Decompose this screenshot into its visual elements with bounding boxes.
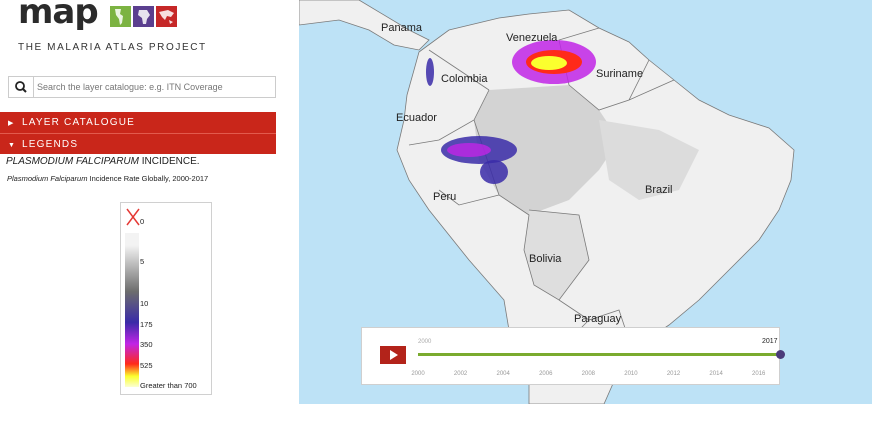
search-icon — [15, 81, 27, 93]
legend-tick-0: 0 — [140, 217, 145, 226]
legend-tick-5: 5 — [140, 257, 145, 266]
label-bolivia: Bolivia — [529, 253, 562, 265]
bolivia-risk-area — [524, 210, 589, 300]
legend-title-italic: PLASMODIUM FALCIPARUM — [6, 156, 139, 167]
search-button[interactable] — [9, 77, 34, 97]
amazon-hotspot — [480, 160, 508, 184]
label-colombia: Colombia — [441, 73, 488, 85]
logo[interactable]: map THE MALARIA ATLAS PROJECT — [14, 0, 264, 60]
time-slider-panel: 2000 2017 2000 2002 2004 2006 2008 2010 2012 20… — [361, 327, 785, 385]
legend-tick-350: 350 — [140, 340, 153, 349]
red-x-icon — [126, 208, 140, 226]
legends-header[interactable]: ▼ LEGENDS — [0, 133, 276, 154]
legend-subtitle-rest: Incidence Rate Globally, 2000-2017 — [87, 174, 209, 183]
label-suriname: Suriname — [596, 68, 644, 80]
label-panama: Panama — [381, 22, 422, 34]
search-bar — [8, 76, 276, 98]
timeline-year-label: 2004 — [496, 371, 510, 377]
layer-catalogue-header[interactable]: ▶ LAYER CATALOGUE — [0, 112, 276, 133]
caret-right-icon: ▶ — [8, 120, 15, 127]
timeline-current-year: 2017 — [762, 338, 778, 345]
legend-tick-10: 10 — [140, 299, 149, 308]
colombia-pacific-hotspot — [426, 58, 434, 86]
timeline-year-label: 2016 — [752, 371, 766, 377]
logo-wordmark: map — [18, 0, 99, 32]
sidebar: map THE MALARIA ATLAS PROJECT ▶ LAYER CAT… — [0, 0, 276, 405]
legend-subtitle: Plasmodium Falciparum Incidence Rate Glo… — [7, 174, 208, 183]
caret-down-icon: ▼ — [8, 142, 17, 149]
layer-catalogue-label: LAYER CATALOGUE — [22, 117, 136, 128]
label-venezuela: Venezuela — [506, 32, 558, 44]
legend-subtitle-italic: Plasmodium Falciparum — [7, 174, 88, 183]
venezuela-hotspot-peak — [531, 56, 567, 70]
timeline-year-label: 2014 — [709, 371, 723, 377]
africa-map-icon — [133, 6, 154, 27]
americas-map-icon — [110, 6, 131, 27]
legend-title: PLASMODIUM FALCIPARUM INCIDENCE. — [6, 156, 200, 167]
timeline-year-label: 2006 — [539, 371, 553, 377]
timeline-year-label: 2012 — [666, 371, 681, 377]
amazon-risk-area — [474, 85, 619, 215]
logo-subtitle: THE MALARIA ATLAS PROJECT — [18, 42, 207, 53]
brazil-risk-area — [599, 120, 699, 200]
timeline-year-label: 2008 — [581, 371, 596, 377]
legend-tick-175: 175 — [140, 320, 153, 329]
legend-tick-525: 525 — [140, 361, 153, 370]
timeline-start-year: 2000 — [418, 339, 432, 345]
legend-title-rest: INCIDENCE. — [138, 156, 200, 167]
timeline-thumb[interactable] — [776, 350, 785, 359]
asia-map-icon — [156, 6, 177, 27]
central-america-land — [299, 0, 430, 51]
timeline-year-label: 2000 — [411, 371, 425, 377]
label-ecuador: Ecuador — [396, 112, 437, 124]
legend-box: 0 5 10 175 350 525 Greater than 700 — [120, 202, 212, 395]
legends-label: LEGENDS — [22, 139, 79, 150]
legend-tick-max: Greater than 700 — [140, 381, 197, 390]
play-button[interactable] — [380, 346, 406, 364]
legend-color-ramp — [125, 233, 139, 387]
label-brazil: Brazil — [645, 184, 673, 196]
label-paraguay: Paraguay — [574, 313, 622, 325]
timeline-year-label: 2010 — [624, 371, 638, 377]
timeline-track[interactable] — [418, 350, 785, 359]
label-peru: Peru — [433, 191, 457, 203]
timeline-year-label: 2002 — [453, 371, 468, 377]
search-input[interactable] — [37, 79, 273, 95]
peru-hotspot-core — [447, 143, 491, 157]
